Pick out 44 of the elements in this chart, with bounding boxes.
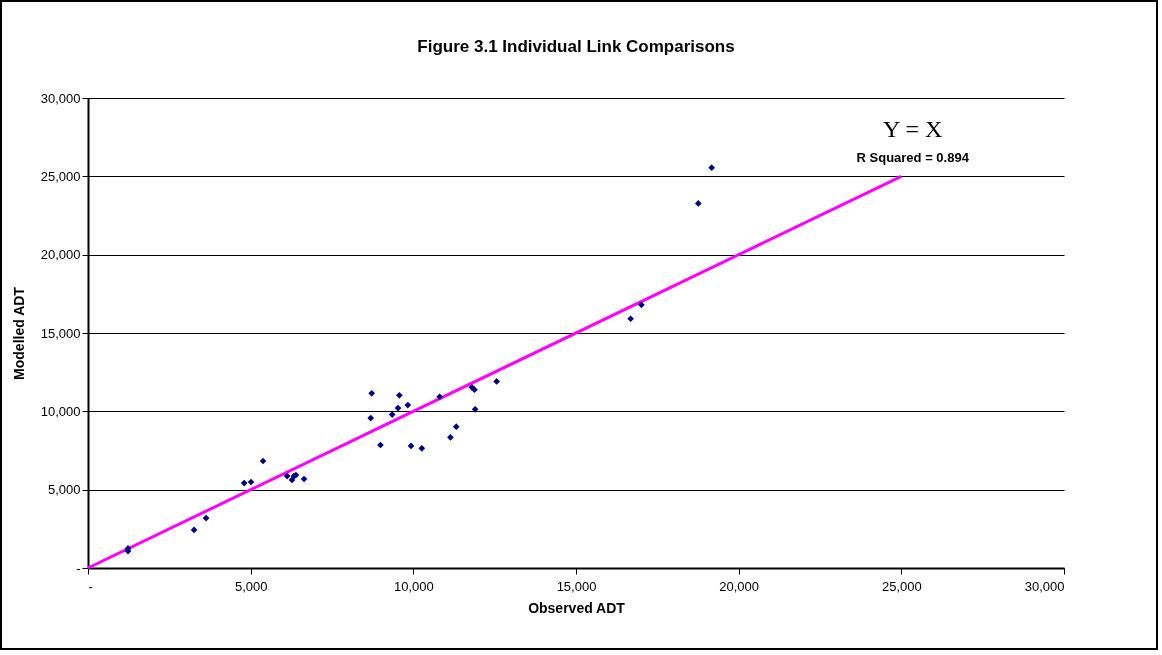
x-tick-label: - <box>88 578 93 594</box>
x-tick-label: 30,000 <box>1024 578 1065 594</box>
point <box>394 404 402 412</box>
point <box>493 378 500 385</box>
x-tick-label: 5,000 <box>234 578 268 594</box>
point <box>202 514 210 522</box>
point <box>694 200 702 207</box>
point <box>288 476 296 484</box>
x-axis-title: Observed ADT <box>528 599 626 616</box>
annotation: Y = X <box>883 116 943 142</box>
x-tick-label: 15,000 <box>556 578 597 594</box>
point <box>388 411 396 418</box>
y-tick-label: 30,000 <box>40 90 81 106</box>
point <box>190 526 198 534</box>
point <box>708 164 716 172</box>
annotation: R Squared = 0.894 <box>856 150 970 165</box>
y-tick-label: 10,000 <box>40 403 81 419</box>
y-tick-label: - <box>76 560 81 576</box>
point <box>404 401 412 409</box>
point <box>452 423 460 431</box>
y-tick-label: 25,000 <box>40 168 81 184</box>
point <box>638 301 645 309</box>
point <box>240 479 248 487</box>
x-tick-label: 10,000 <box>393 578 434 594</box>
point <box>471 405 479 413</box>
y-tick-label: 5,000 <box>47 482 81 498</box>
y-tick-label: 20,000 <box>40 247 81 263</box>
x-tick-label: 20,000 <box>719 578 760 594</box>
y-axis-title: Modelled ADT <box>10 286 27 380</box>
x-tick-label: 25,000 <box>881 578 922 594</box>
point <box>300 475 308 483</box>
y-tick-label: 15,000 <box>40 325 81 341</box>
chart-title: Figure 3.1 Individual Link Comparisons <box>417 37 735 56</box>
point <box>407 442 415 450</box>
point <box>395 392 403 399</box>
point <box>627 315 635 323</box>
point <box>283 472 291 480</box>
point <box>247 478 255 486</box>
point <box>367 414 375 422</box>
point <box>259 457 267 465</box>
point <box>418 444 426 452</box>
point <box>368 389 376 397</box>
point <box>436 393 444 401</box>
point <box>447 433 454 441</box>
